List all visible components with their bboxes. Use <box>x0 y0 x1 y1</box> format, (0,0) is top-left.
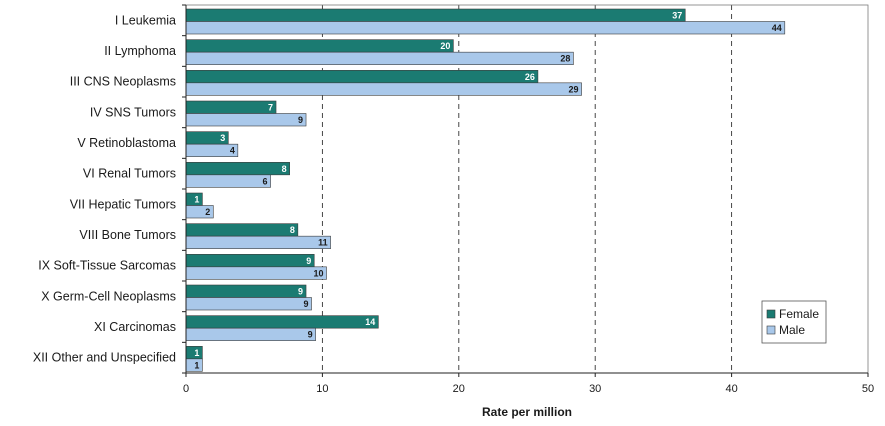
category-label-2: III CNS Neoplasms <box>70 75 176 89</box>
bar-label-male-10: 9 <box>308 330 313 340</box>
bar-label-female-11: 1 <box>194 348 199 358</box>
bar-female-2 <box>185 70 539 84</box>
bar-female-7 <box>185 223 299 237</box>
bar-label-male-11: 1 <box>194 360 199 370</box>
bar-label-female-0: 37 <box>672 10 682 20</box>
plot-frame <box>182 4 869 377</box>
category-label-5: VI Renal Tumors <box>83 167 176 181</box>
x-axis-title: Rate per million <box>482 405 572 419</box>
bar-label-male-3: 9 <box>298 115 303 125</box>
bar-label-female-1: 20 <box>440 41 450 51</box>
bar-label-male-6: 2 <box>205 207 210 217</box>
bar-label-female-10: 14 <box>365 317 375 327</box>
bar-male-9 <box>185 297 312 311</box>
bar-male-0 <box>185 21 786 35</box>
category-label-1: II Lymphoma <box>104 44 176 58</box>
legend-label-male: Male <box>779 323 805 337</box>
category-label-6: VII Hepatic Tumors <box>70 197 176 211</box>
category-labels: I Leukemia II Lymphoma III CNS Neoplasms IV… <box>33 13 176 364</box>
bar-label-male-4: 4 <box>230 146 235 156</box>
category-label-7: VIII Bone Tumors <box>79 228 176 242</box>
bar-female-5 <box>185 162 290 176</box>
bar-female-3 <box>185 100 277 114</box>
bar-female-1 <box>185 39 454 53</box>
legend-label-female: Female <box>779 307 819 321</box>
bar-label-male-5: 6 <box>263 176 268 186</box>
bar-label-male-0: 44 <box>772 23 782 33</box>
x-tick-labels: 0 10 20 30 40 50 <box>183 383 874 395</box>
category-label-0: I Leukemia <box>115 13 176 27</box>
bar-label-male-7: 11 <box>318 238 328 248</box>
bar-label-female-9: 9 <box>298 286 303 296</box>
legend-box <box>761 300 827 344</box>
bar-label-female-6: 1 <box>194 194 199 204</box>
bar-label-female-3: 7 <box>268 102 273 112</box>
legend: Female Male <box>761 300 827 344</box>
legend-swatch-female <box>766 309 776 319</box>
bar-label-female-7: 8 <box>290 225 295 235</box>
x-tick-label-4: 40 <box>725 383 737 395</box>
bar-label-female-4: 3 <box>220 133 225 143</box>
x-tick-label-2: 20 <box>453 383 465 395</box>
bar-female-10 <box>185 315 379 329</box>
gridlines <box>321 5 733 373</box>
bar-label-male-1: 28 <box>560 54 570 64</box>
bar-male-8 <box>185 266 327 280</box>
bar-label-male-8: 10 <box>313 268 323 278</box>
legend-swatch-male <box>766 325 776 335</box>
x-tick-label-3: 30 <box>589 383 601 395</box>
x-tick-label-0: 0 <box>183 383 189 395</box>
category-label-3: IV SNS Tumors <box>90 105 176 119</box>
bar-male-1 <box>185 51 574 65</box>
category-label-8: IX Soft-Tissue Sarcomas <box>38 259 176 273</box>
bar-male-5 <box>185 174 271 188</box>
x-tick-label-1: 10 <box>316 383 328 395</box>
bar-male-2 <box>185 82 582 96</box>
bar-label-female-5: 8 <box>282 164 287 174</box>
bar-label-female-2: 26 <box>525 72 535 82</box>
bar-label-male-9: 9 <box>303 299 308 309</box>
bar-male-7 <box>185 235 331 249</box>
category-label-11: XII Other and Unspecified <box>33 351 176 365</box>
category-label-4: V Retinoblastoma <box>77 136 176 150</box>
bar-male-3 <box>185 113 307 127</box>
category-label-9: X Germ-Cell Neoplasms <box>41 289 176 303</box>
bar-female-8 <box>185 254 315 268</box>
category-label-10: XI Carcinomas <box>94 320 176 334</box>
bar-female-0 <box>185 8 686 22</box>
bar-male-10 <box>185 327 316 341</box>
x-tick-label-5: 50 <box>862 383 874 395</box>
bar-label-female-8: 9 <box>306 256 311 266</box>
bar-female-9 <box>185 284 307 298</box>
bar-label-male-2: 29 <box>569 84 579 94</box>
